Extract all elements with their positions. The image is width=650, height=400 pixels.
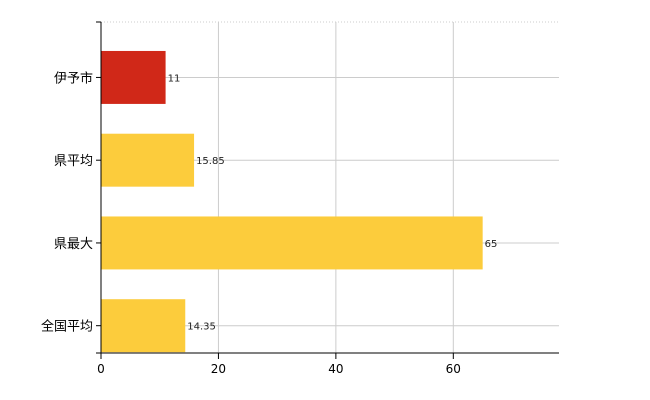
category-label: 県平均 bbox=[54, 154, 93, 169]
axes bbox=[96, 21, 559, 359]
x-tick-label: 60 bbox=[446, 362, 461, 376]
x-tick-label: 40 bbox=[328, 362, 343, 376]
data-label: 15.85 bbox=[196, 156, 225, 167]
x-tick-label: 0 bbox=[97, 362, 105, 376]
data-label: 11 bbox=[168, 73, 181, 84]
bars bbox=[101, 50, 483, 353]
bar bbox=[101, 216, 483, 270]
data-label: 65 bbox=[485, 239, 498, 250]
category-label: 全国平均 bbox=[41, 319, 93, 335]
bar bbox=[101, 50, 166, 104]
x-tick-label: 20 bbox=[211, 362, 226, 376]
data-label: 14.35 bbox=[187, 322, 216, 333]
bar bbox=[101, 299, 186, 353]
category-label: 伊予市 bbox=[54, 70, 93, 86]
bar bbox=[101, 133, 195, 187]
category-label: 県最大 bbox=[54, 237, 93, 252]
